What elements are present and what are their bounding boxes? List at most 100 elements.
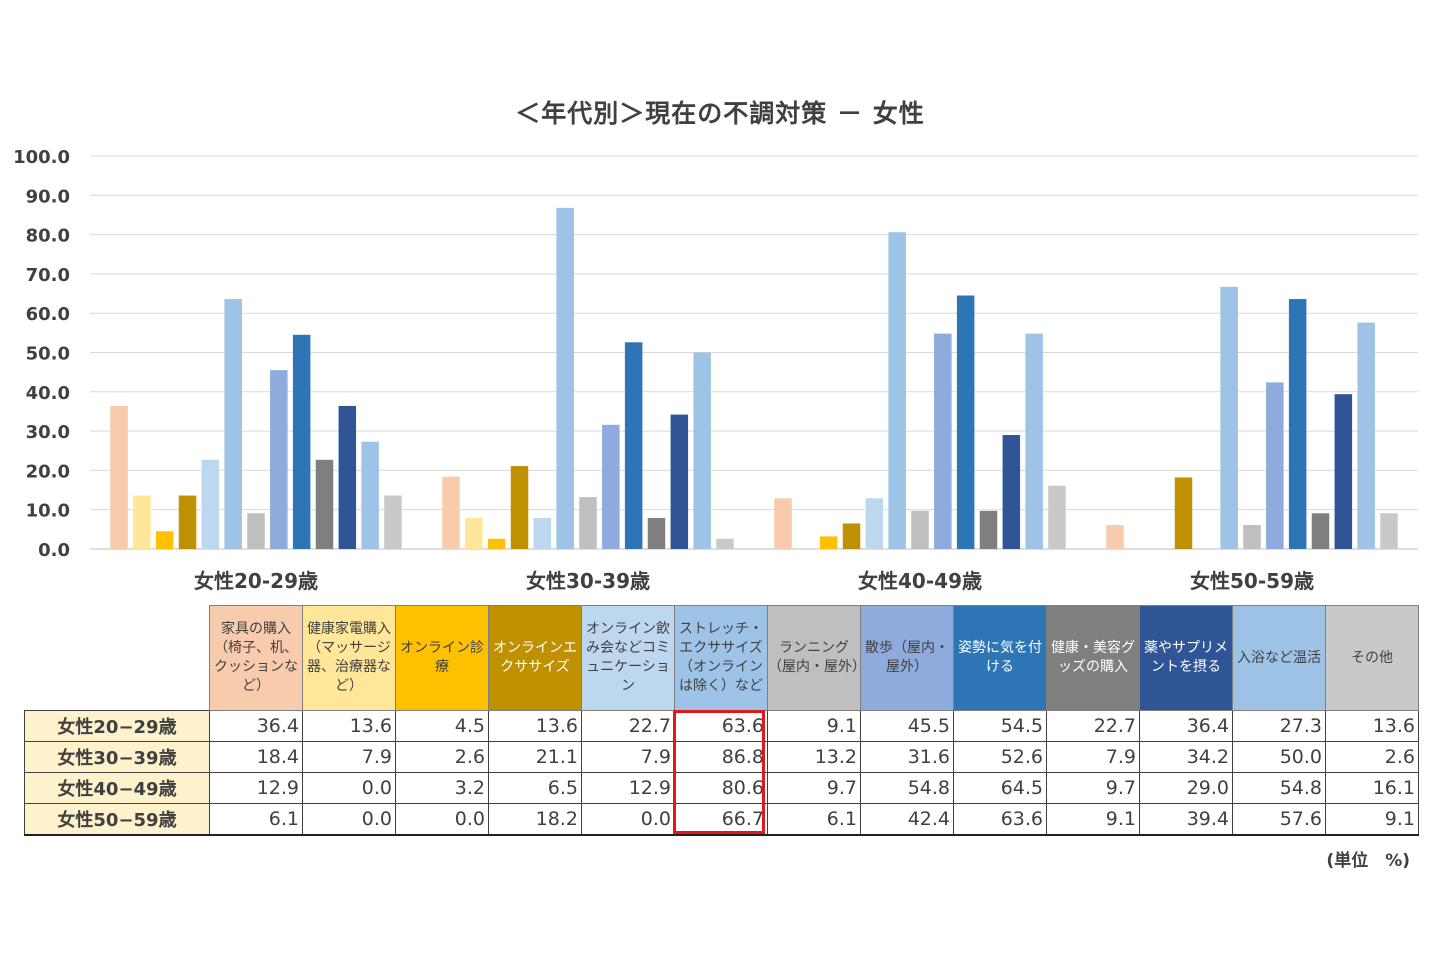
table-header-row: 家具の購入（椅子、机、クッションなど） 健康家電購入（マッサージ器、治療器など） オ…: [24, 605, 1419, 711]
table-cell: 18.2: [488, 803, 582, 836]
table-cell: 54.8: [860, 772, 954, 804]
table-row: 女性30−39歳 18.4 7.9 2.6 21.1 7.9 86.8 13.2 31.6 52.…: [24, 741, 1419, 773]
bar: [155, 531, 174, 549]
table-cell: 13.2: [767, 741, 861, 773]
table-cell: 2.6: [1325, 741, 1419, 773]
table-cell: 54.5: [953, 710, 1047, 742]
bar: [934, 333, 952, 549]
table-row-label: 女性40−49歳: [24, 772, 210, 804]
bar: [1048, 485, 1066, 549]
bar: [1174, 477, 1193, 549]
table-row: 女性40−49歳 12.9 0.0 3.2 6.5 12.9 80.6 9.7 54.8 64.5…: [24, 772, 1419, 804]
table-cell: 6.5: [488, 772, 582, 804]
bar: [716, 538, 734, 549]
table-cell: 4.5: [395, 710, 489, 742]
y-tick-label: 30.0: [26, 422, 70, 443]
table-row-label: 女性30−39歳: [24, 741, 210, 773]
bar: [842, 523, 861, 549]
bar: [201, 459, 220, 549]
bar: [693, 352, 711, 549]
bar: [774, 498, 792, 549]
table-cell: 52.6: [953, 741, 1047, 773]
table-header-cell: オンライン飲み会などコミュニケーション: [581, 605, 675, 711]
table-cell: 0.0: [581, 803, 675, 836]
bar: [533, 517, 552, 549]
table-cell: 31.6: [860, 741, 954, 773]
y-tick-label: 80.0: [26, 226, 70, 247]
data-table: 家具の購入（椅子、机、クッションなど） 健康家電購入（マッサージ器、治療器など） オ…: [24, 605, 1419, 836]
table-cell: 42.4: [860, 803, 954, 836]
x-category-label: 女性50-59歳: [1190, 569, 1314, 593]
bar: [1025, 333, 1043, 549]
table-cell: 36.4: [1139, 710, 1233, 742]
y-tick-label: 0.0: [38, 540, 70, 561]
table-cell: 13.6: [488, 710, 582, 742]
y-tick-label: 90.0: [26, 186, 70, 207]
table-header-cell: オンラインエクササイズ: [488, 605, 582, 711]
bar: [1357, 322, 1375, 549]
bar: [956, 295, 975, 549]
bar-chart: 100.0 90.0 80.0 70.0 60.0 50.0 40.0 30.0 20.0 10.…: [13, 147, 1418, 593]
bar: [1243, 525, 1261, 549]
y-tick-label: 40.0: [26, 383, 70, 404]
bar: [888, 232, 906, 550]
y-tick-label: 10.0: [26, 501, 70, 522]
table-body: 女性20−29歳 36.4 13.6 4.5 13.6 22.7 63.6 9.1 45.5 54…: [24, 710, 1419, 836]
bar: [110, 405, 128, 549]
bar: [579, 497, 597, 549]
table-cell: 22.7: [1046, 710, 1140, 742]
table-cell: 22.7: [581, 710, 675, 742]
bar: [338, 405, 357, 549]
table-header-cell: ランニング（屋内・屋外）: [767, 605, 861, 711]
table-cell: 6.1: [209, 803, 303, 836]
table-row-label: 女性50−59歳: [24, 803, 210, 836]
table-cell: 18.4: [209, 741, 303, 773]
table-row: 女性20−29歳 36.4 13.6 4.5 13.6 22.7 63.6 9.1 45.5 54…: [24, 710, 1419, 742]
table-cell: 0.0: [302, 772, 396, 804]
bar: [1266, 382, 1284, 549]
table-cell: 9.1: [1325, 803, 1419, 836]
table-cell: 21.1: [488, 741, 582, 773]
y-tick-label: 20.0: [26, 461, 70, 482]
table-cell: 27.3: [1232, 710, 1326, 742]
bar: [361, 441, 379, 549]
table-cell: 86.8: [674, 741, 768, 773]
table-cell: 7.9: [302, 741, 396, 773]
table-cell: 9.7: [767, 772, 861, 804]
bar: [1220, 286, 1238, 549]
table-cell: 66.7: [674, 803, 768, 836]
x-category-label: 女性30-39歳: [526, 569, 650, 593]
table-cell: 63.6: [674, 710, 768, 742]
bar: [1380, 513, 1398, 549]
table-cell: 45.5: [860, 710, 954, 742]
table-cell: 34.2: [1139, 741, 1233, 773]
bar: [465, 517, 483, 549]
y-tick-label: 60.0: [26, 304, 70, 325]
table-cell: 13.6: [302, 710, 396, 742]
table-cell: 0.0: [395, 803, 489, 836]
bar: [1288, 299, 1307, 549]
table-header-cell: 散歩（屋内・屋外）: [860, 605, 954, 711]
chart-title: ＜年代別＞現在の不調対策 － 女性: [515, 99, 925, 128]
y-tick-label: 70.0: [26, 265, 70, 286]
table-cell: 6.1: [767, 803, 861, 836]
bar: [1311, 513, 1330, 549]
table-row-label: 女性20−29歳: [24, 710, 210, 742]
bar: [247, 513, 265, 549]
bar: [1334, 394, 1353, 549]
bar: [487, 538, 506, 549]
table-cell: 63.6: [953, 803, 1047, 836]
table-cell: 7.9: [1046, 741, 1140, 773]
y-tick-label: 50.0: [26, 344, 70, 365]
x-category-label: 女性40-49歳: [858, 569, 982, 593]
table-cell: 12.9: [581, 772, 675, 804]
bar: [647, 517, 666, 549]
table-header-cell: 健康家電購入（マッサージ器、治療器など）: [302, 605, 396, 711]
bar: [670, 414, 689, 549]
bar: [819, 536, 838, 549]
table-header-cell: 姿勢に気を付ける: [953, 605, 1047, 711]
table-cell: 36.4: [209, 710, 303, 742]
table-header-cell: 入浴など温活: [1232, 605, 1326, 711]
bar: [911, 510, 929, 549]
table-header-cell: 家具の購入（椅子、机、クッションなど）: [209, 605, 303, 711]
